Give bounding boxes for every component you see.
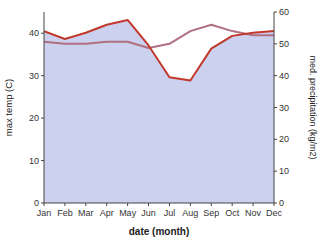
y2-tick (274, 203, 277, 204)
line (44, 25, 274, 48)
area (44, 20, 274, 203)
y2-tick (274, 107, 277, 108)
x-tick-label: Dec (266, 208, 283, 218)
y2-tick-label: 0 (279, 198, 284, 208)
x-tick-label: Jul (164, 208, 176, 218)
y-tick-label: 40 (29, 28, 39, 38)
y2-tick (274, 43, 277, 44)
y-axis-label: max temp (C) (3, 79, 14, 137)
y-axis-line (44, 12, 45, 203)
y-tick-label: 0 (34, 198, 39, 208)
x-tick-label: Aug (182, 208, 198, 218)
y-tick (41, 203, 44, 204)
x-tick-label: May (119, 208, 137, 218)
x-tick (106, 203, 107, 206)
y2-tick-label: 20 (279, 134, 289, 144)
x-tick-label: Apr (100, 208, 114, 218)
x-tick (85, 203, 86, 206)
y-tick (41, 33, 44, 34)
y2-tick-label: 50 (279, 39, 289, 49)
y-tick (41, 118, 44, 119)
y2-tick-label: 30 (279, 103, 289, 113)
y-tick (41, 75, 44, 76)
x-tick (232, 203, 233, 206)
x-tick (169, 203, 170, 206)
line (44, 20, 274, 80)
y-tick-label: 20 (29, 113, 39, 123)
y2-tick (274, 139, 277, 140)
y2-tick-label: 40 (279, 71, 289, 81)
y2-tick (274, 171, 277, 172)
x-tick-label: Oct (225, 208, 240, 218)
x-tick (211, 203, 212, 206)
x-axis-label: date (month) (129, 226, 190, 237)
y-tick-label: 30 (29, 71, 39, 81)
x-tick-label: Nov (245, 208, 262, 218)
x-tick-label: Feb (57, 208, 73, 218)
x-tick (253, 203, 254, 206)
x-tick (148, 203, 149, 206)
y2-tick-label: 60 (279, 7, 289, 17)
x-tick (64, 203, 65, 206)
chart: JanFebMarAprMayJunJulAugSepOctNovDec0102… (0, 0, 318, 247)
chart-container: JanFebMarAprMayJunJulAugSepOctNovDec0102… (0, 0, 318, 247)
y2-tick (274, 75, 277, 76)
marks (44, 20, 274, 203)
x-tick (127, 203, 128, 206)
y-tick-label: 10 (29, 156, 39, 166)
x-tick-label: Sep (203, 208, 219, 218)
y2-tick (274, 12, 277, 13)
x-axis-line (44, 203, 274, 204)
x-tick-label: Jun (141, 208, 156, 218)
y-tick (41, 160, 44, 161)
x-tick-label: Mar (78, 208, 94, 218)
y2-axis-label: med. precipitation (kg/m2) (308, 55, 318, 159)
y2-tick-label: 10 (279, 166, 289, 176)
x-tick-label: Jan (37, 208, 52, 218)
x-tick (190, 203, 191, 206)
